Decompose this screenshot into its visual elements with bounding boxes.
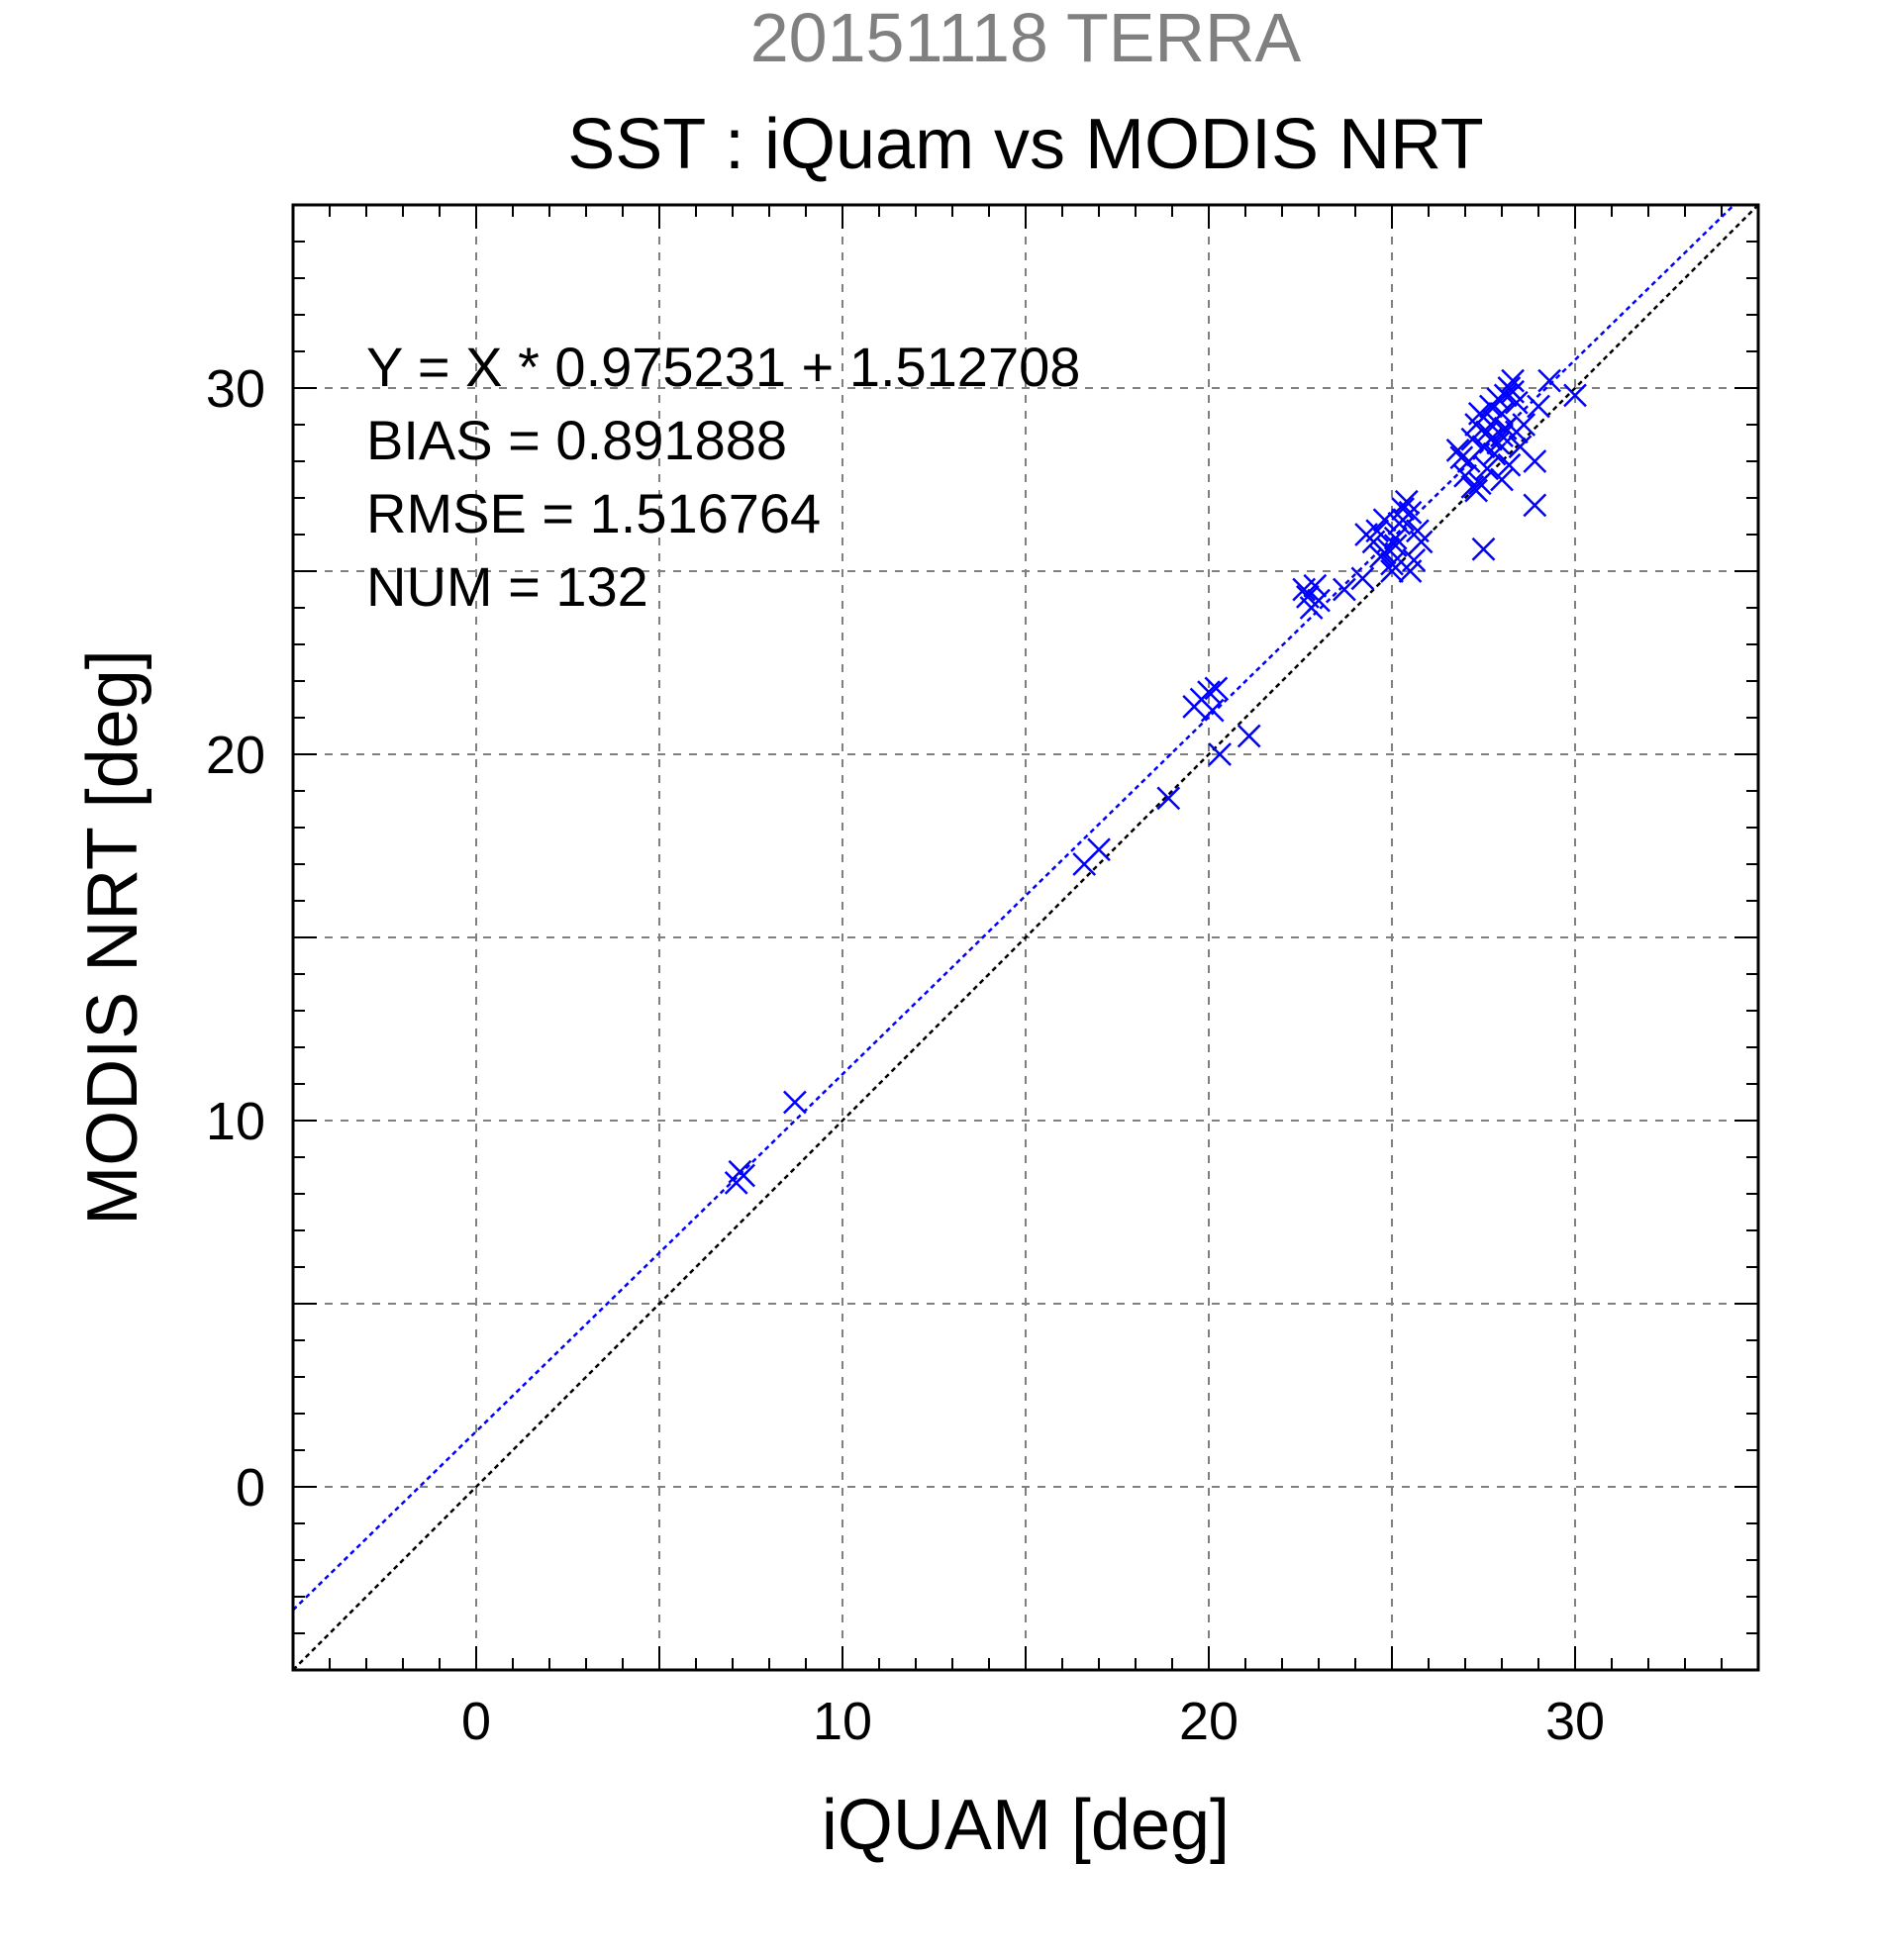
data-point xyxy=(1398,559,1423,583)
data-point xyxy=(1501,379,1525,404)
data-point xyxy=(1527,394,1550,419)
data-point xyxy=(1460,475,1485,499)
data-point xyxy=(1380,551,1404,576)
data-point xyxy=(1490,402,1514,426)
data-point xyxy=(1409,530,1434,554)
y-tick-label: 30 xyxy=(206,359,265,419)
y-tick-labels: 0 10 20 30 xyxy=(206,359,265,1518)
x-tick-label: 20 xyxy=(1179,1692,1238,1751)
plot-frame xyxy=(291,203,1760,1672)
data-point xyxy=(1563,383,1587,408)
data-point xyxy=(1497,452,1522,477)
axis-ticks xyxy=(293,205,1758,1670)
x-axis-label: iQUAM [deg] xyxy=(822,1786,1230,1865)
data-point xyxy=(1453,463,1477,488)
data-point xyxy=(1372,508,1397,533)
data-point xyxy=(783,1090,807,1115)
data-points xyxy=(724,368,1587,1195)
data-point xyxy=(1501,368,1525,393)
chart-title: SST : iQuam vs MODIS NRT xyxy=(567,105,1484,184)
data-point xyxy=(1449,445,1474,470)
y-tick-label: 20 xyxy=(206,726,265,785)
y-axis-label: MODIS NRT [deg] xyxy=(73,649,152,1225)
data-point xyxy=(1350,566,1375,591)
data-point xyxy=(1333,577,1356,602)
data-point xyxy=(1365,519,1390,543)
data-point xyxy=(1204,676,1229,701)
data-point xyxy=(1460,427,1485,451)
data-point xyxy=(1391,508,1415,533)
stats-annotation-line: NUM = 132 xyxy=(366,555,648,618)
data-point xyxy=(1471,537,1496,561)
identity-line xyxy=(293,205,1758,1670)
data-point xyxy=(1523,449,1547,473)
chart-header: 20151118 TERRA xyxy=(750,0,1302,76)
data-point xyxy=(1523,493,1547,518)
data-point xyxy=(1087,837,1111,862)
stats-annotation-line: BIAS = 0.891888 xyxy=(366,409,787,471)
x-tick-label: 10 xyxy=(813,1692,872,1751)
data-point xyxy=(1493,383,1518,408)
data-point xyxy=(1237,724,1261,748)
x-tick-label: 0 xyxy=(461,1692,491,1751)
data-point xyxy=(1200,698,1225,723)
data-point xyxy=(1383,534,1408,557)
data-point xyxy=(1380,559,1404,583)
y-tick-label: 0 xyxy=(236,1458,265,1518)
stats-annotation-line: RMSE = 1.516764 xyxy=(366,482,821,544)
data-point xyxy=(1372,540,1397,565)
data-point xyxy=(1475,456,1500,481)
data-point xyxy=(1197,680,1221,704)
data-point xyxy=(1479,427,1503,451)
data-point xyxy=(1156,786,1181,811)
data-point xyxy=(728,1159,752,1184)
x-tick-labels: 0 10 20 30 xyxy=(461,1692,1605,1751)
data-point xyxy=(1391,497,1415,521)
x-tick-label: 30 xyxy=(1545,1692,1605,1751)
data-point xyxy=(1467,471,1492,496)
data-point xyxy=(1299,596,1324,620)
stats-annotations: Y = X * 0.975231 + 1.512708 BIAS = 0.8918… xyxy=(366,336,1080,618)
data-point xyxy=(1486,387,1511,411)
data-point xyxy=(1537,368,1561,393)
data-point xyxy=(1383,526,1408,550)
data-point xyxy=(1482,441,1507,466)
data-point xyxy=(1504,420,1529,444)
data-point xyxy=(1303,573,1328,598)
data-point xyxy=(1490,467,1514,492)
y-tick-label: 10 xyxy=(206,1092,265,1151)
stats-annotation-line: Y = X * 0.975231 + 1.512708 xyxy=(366,336,1080,398)
data-point xyxy=(1208,742,1232,766)
